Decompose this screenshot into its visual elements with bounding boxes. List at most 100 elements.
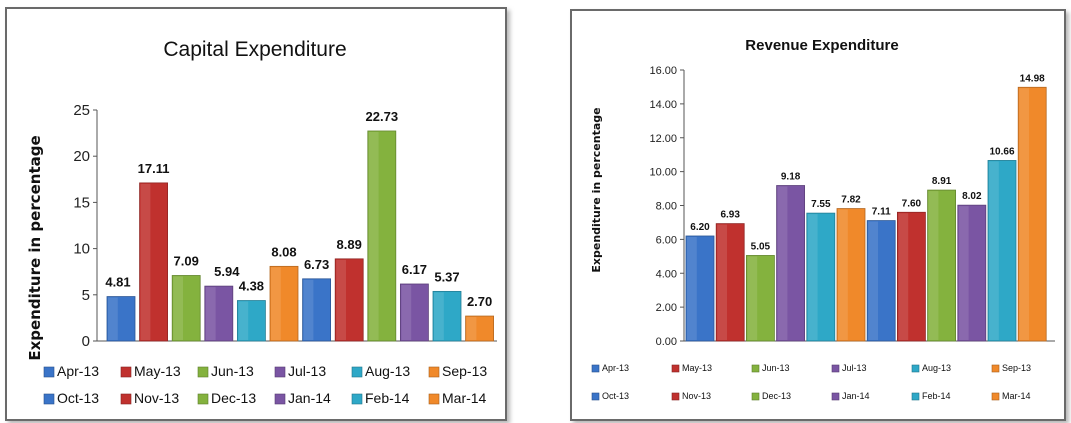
- legend-swatch: [991, 364, 1000, 373]
- bar-aug-13: [236, 300, 266, 342]
- legend-item: Jun-13: [762, 363, 790, 373]
- y-tick-label: 8.00: [656, 201, 677, 213]
- legend-swatch: [428, 366, 440, 378]
- legend-swatch: [274, 393, 286, 405]
- legend-swatch: [428, 393, 440, 405]
- legend-swatch: [751, 392, 760, 401]
- y-tick-label: 2.00: [656, 302, 677, 314]
- bar-highlight: [336, 259, 346, 340]
- bar-jun-13: [171, 275, 201, 342]
- legend-item: Mar-14: [1002, 391, 1031, 401]
- bar-highlight: [868, 221, 878, 340]
- legend-item: Jan-14: [288, 390, 331, 406]
- bar-highlight: [368, 131, 379, 340]
- data-label: 7.82: [841, 195, 861, 206]
- y-axis-label: Expenditure in percentage: [590, 107, 603, 272]
- bar-jan-14: [957, 204, 987, 342]
- data-label: 8.91: [932, 176, 952, 187]
- data-label: 6.17: [402, 262, 427, 277]
- legend-item: Nov-13: [682, 391, 711, 401]
- bar-oct-13: [866, 220, 896, 342]
- bar-highlight: [271, 267, 281, 340]
- y-tick-label: 0.00: [656, 336, 677, 348]
- data-label: 5.05: [751, 241, 771, 252]
- data-label: 6.73: [304, 257, 329, 272]
- chart-frame: [5, 7, 507, 421]
- legend-swatch: [197, 366, 209, 378]
- data-label: 5.37: [434, 269, 459, 284]
- bar-highlight: [717, 224, 727, 340]
- bar-oct-13: [302, 278, 332, 342]
- bar-sep-13: [269, 265, 299, 342]
- legend-item: May-13: [134, 363, 181, 379]
- legend-swatch: [671, 364, 680, 373]
- bar-aug-13: [806, 212, 836, 342]
- data-label: 4.81: [105, 275, 130, 290]
- bar-jul-13: [776, 185, 806, 342]
- bar-apr-13: [106, 296, 136, 342]
- bar-dec-13: [367, 130, 397, 342]
- y-tick-label: 5: [82, 287, 90, 304]
- bar-feb-14: [987, 160, 1017, 342]
- bar-may-13: [139, 182, 169, 342]
- bar-highlight: [807, 214, 818, 340]
- bar-highlight: [108, 297, 118, 340]
- bar-highlight: [747, 256, 758, 340]
- bar-highlight: [928, 191, 939, 340]
- data-label: 7.60: [902, 198, 922, 209]
- legend-item: Feb-14: [365, 390, 410, 406]
- legend-item: Feb-14: [922, 391, 951, 401]
- y-tick-label: 10.00: [649, 167, 677, 179]
- bar-highlight: [205, 287, 216, 340]
- bar-highlight: [173, 276, 183, 340]
- legend-item: Aug-13: [365, 363, 410, 379]
- data-label: 2.70: [467, 294, 492, 309]
- y-axis-label: Expenditure in percentage: [26, 135, 44, 360]
- bar-jul-13: [204, 285, 234, 342]
- legend-swatch: [274, 366, 286, 378]
- bar-feb-14: [432, 290, 462, 342]
- data-label: 10.66: [989, 146, 1014, 157]
- bar-jan-14: [399, 283, 429, 342]
- legend-item: Jul-13: [288, 363, 326, 379]
- legend-swatch: [831, 364, 840, 373]
- bar-mar-14: [1017, 86, 1047, 342]
- y-tick-label: 10: [73, 241, 90, 258]
- legend-swatch: [351, 366, 363, 378]
- legend-item: Nov-13: [134, 390, 179, 406]
- legend-item: Mar-14: [442, 390, 487, 406]
- legend-swatch: [351, 393, 363, 405]
- bar-sep-13: [836, 208, 866, 342]
- y-tick-label: 12.00: [649, 133, 677, 145]
- legend-swatch: [591, 392, 600, 401]
- bar-mar-14: [465, 315, 495, 342]
- legend-item: Jun-13: [211, 363, 254, 379]
- bar-highlight: [989, 161, 999, 340]
- bar-dec-13: [927, 189, 957, 342]
- legend-swatch: [43, 393, 55, 405]
- bar-highlight: [238, 301, 249, 340]
- legend-swatch: [591, 364, 600, 373]
- bar-highlight: [401, 284, 412, 340]
- bar-highlight: [303, 279, 314, 340]
- data-label: 14.98: [1020, 73, 1045, 84]
- y-tick-label: 4.00: [656, 268, 677, 280]
- bar-highlight: [958, 206, 969, 340]
- bar-highlight: [838, 209, 848, 340]
- legend-swatch: [120, 393, 132, 405]
- y-tick-label: 0: [82, 333, 90, 350]
- legend-item: Jan-14: [842, 391, 870, 401]
- data-label: 7.11: [872, 207, 891, 218]
- bar-highlight: [1019, 88, 1029, 341]
- bar-nov-13: [896, 211, 926, 342]
- chart-title: Capital Expenditure: [163, 38, 346, 61]
- legend-item: Apr-13: [57, 363, 99, 379]
- data-label: 8.02: [962, 191, 982, 202]
- bar-apr-13: [685, 235, 715, 342]
- legend-item: Apr-13: [602, 363, 629, 373]
- y-tick-label: 15: [73, 194, 90, 211]
- legend-swatch: [751, 364, 760, 373]
- bar-highlight: [898, 213, 909, 340]
- legend-item: Sep-13: [442, 363, 487, 379]
- data-label: 22.73: [366, 109, 399, 124]
